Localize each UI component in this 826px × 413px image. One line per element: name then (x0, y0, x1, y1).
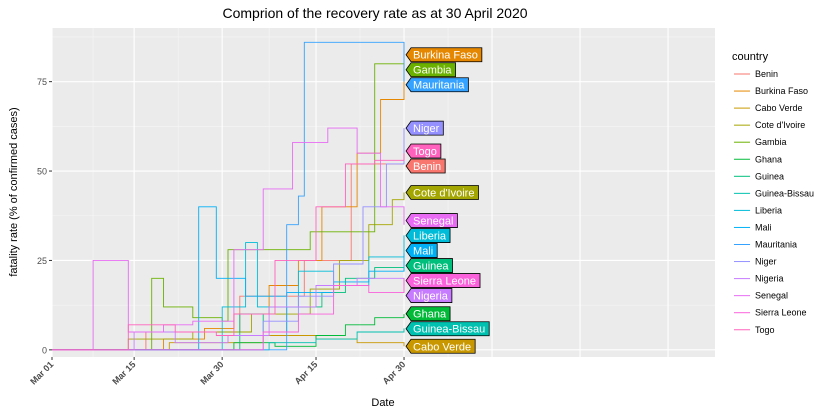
end-label-box-burkina-faso (405, 47, 483, 63)
end-label-box-cote-d-ivoire (405, 185, 479, 200)
end-label-cote-d-ivoire: Cote d'Ivoire (413, 188, 474, 200)
legend-label-senegal: Senegal (755, 291, 788, 301)
legend-label-guinea-bissau: Guinea-Bissau (755, 188, 814, 198)
legend-label-togo: Togo (755, 325, 775, 335)
end-labels: Burkina Faso Gambia Mauritania Niger Togo Ben… (405, 47, 490, 354)
end-label-box-gambia (405, 62, 456, 78)
end-label-box-niger (405, 120, 444, 136)
end-label-mali: Mali (413, 246, 433, 258)
legend-label-cabo-verde: Cabo Verde (755, 103, 803, 113)
y-tick-label: 75 (37, 77, 47, 87)
series-lines (52, 41, 405, 351)
legend-label-nigeria: Nigeria (755, 274, 784, 284)
end-label-box-senegal (405, 213, 458, 228)
series-line-senegal (52, 127, 405, 351)
legend-label-ghana: Ghana (755, 154, 782, 164)
legend-label-burkina-faso: Burkina Faso (755, 86, 808, 96)
end-label-box-guinea-bissau (405, 321, 490, 337)
x-axis-title: Date (371, 397, 394, 409)
plot-panel (52, 28, 715, 357)
series-line-mali (52, 206, 405, 351)
end-label-box-guinea (405, 258, 453, 273)
series-line-togo (52, 153, 405, 351)
end-label-senegal: Senegal (413, 216, 453, 228)
end-label-burkina-faso: Burkina Faso (413, 50, 478, 62)
legend-label-sierra-leone: Sierra Leone (755, 308, 807, 318)
end-label-box-ghana (405, 306, 451, 322)
end-label-box-cabo-verde (405, 338, 476, 354)
end-label-box-benin (405, 158, 446, 174)
legend-label-liberia: Liberia (755, 205, 782, 215)
end-label-guinea: Guinea (413, 261, 449, 273)
y-tick-label: 0 (42, 345, 47, 355)
end-label-liberia: Liberia (413, 231, 447, 243)
legend-label-mauritania: Mauritania (755, 240, 797, 250)
legend-label-guinea: Guinea (755, 171, 784, 181)
end-label-box-mauritania (405, 77, 469, 93)
end-label-gambia: Gambia (413, 65, 452, 77)
end-label-benin: Benin (413, 161, 441, 173)
legend-label-cote-d-ivoire: Cote d'Ivoire (755, 120, 805, 130)
end-label-sierra-leone: Sierra Leone (413, 276, 476, 288)
legend-label-benin: Benin (755, 69, 778, 79)
end-label-niger: Niger (413, 123, 440, 135)
legend-label-mali: Mali (755, 222, 772, 232)
legend-label-gambia: Gambia (755, 137, 787, 147)
end-label-nigeria: Nigeria (413, 291, 449, 303)
end-label-guinea-bissau: Guinea-Bissau (413, 324, 485, 336)
end-label-box-nigeria (405, 288, 453, 303)
legend: country Benin Burkina Faso Cabo Verde Cote … (732, 51, 814, 335)
end-label-ghana: Ghana (413, 309, 447, 321)
legend-title: country (732, 51, 769, 63)
end-label-box-liberia (405, 228, 451, 243)
series-line-mauritania (52, 41, 405, 351)
series-line-sierra-leone (52, 278, 405, 351)
y-tick-label: 50 (37, 167, 47, 177)
legend-label-niger: Niger (755, 257, 777, 267)
end-label-box-sierra-leone (405, 273, 481, 288)
end-label-mauritania: Mauritania (413, 80, 465, 92)
chart-title: Comprion of the recovery rate as at 30 A… (222, 5, 527, 21)
end-label-togo: Togo (413, 146, 437, 158)
y-axis-title: fatality rate (% of confirmed cases) (8, 107, 20, 276)
end-label-box-togo (405, 143, 442, 159)
end-label-cabo-verde: Cabo Verde (413, 341, 471, 353)
y-tick-label: 25 (37, 256, 47, 266)
end-label-box-mali (405, 243, 438, 258)
